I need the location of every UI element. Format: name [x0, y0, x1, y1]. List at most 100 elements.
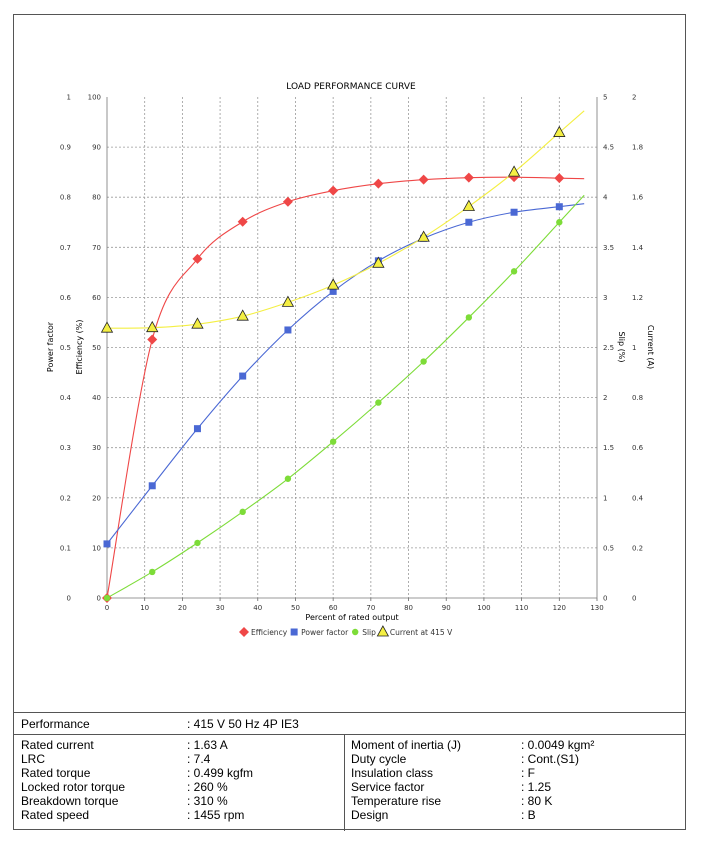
chart-title: LOAD PERFORMANCE CURVE: [286, 82, 416, 92]
performance-label: Performance: [21, 717, 90, 731]
current-at-415-v-legend-marker: [376, 625, 390, 637]
slip-tick-label: 0: [603, 595, 607, 603]
current-at-415-v-point: [326, 278, 340, 290]
x-tick-label: 100: [477, 604, 490, 612]
current-tick-label: 1.8: [632, 144, 643, 152]
spec-label: Moment of inertia (J): [351, 738, 462, 752]
efficiency-tick-label: 100: [88, 94, 101, 102]
spec-label: Insulation class: [351, 766, 434, 780]
power-factor-tick-label: 0.2: [60, 494, 71, 502]
efficiency-legend-label: Efficiency: [251, 628, 288, 637]
spec-label: Rated current: [21, 738, 94, 752]
chart-legend: Efficiency Power factor Slip Current at 415…: [239, 625, 453, 637]
spec-value: : 310 %: [187, 794, 228, 808]
power-factor-tick-label: 0.1: [60, 544, 71, 552]
efficiency-point: [328, 185, 339, 196]
power-factor-point: [239, 372, 247, 380]
power-factor-axis-label: Power factor: [46, 321, 55, 372]
current-at-415-v-point: [146, 320, 159, 333]
current-tick-label: 1: [632, 344, 636, 352]
current-at-415-v-point: [417, 230, 430, 242]
efficiency-tick-label: 30: [92, 444, 101, 452]
power-factor-tick-label: 0.8: [60, 194, 71, 202]
efficiency-point: [282, 196, 293, 207]
current-at-415-v-point: [281, 295, 295, 307]
spec-column-divider: [344, 735, 345, 831]
slip-point: [420, 358, 427, 365]
power-factor-tick-label: 0.6: [60, 294, 72, 302]
slip-point: [329, 438, 337, 445]
efficiency-point: [147, 334, 158, 345]
spec-value: : 1.25: [521, 780, 552, 794]
x-tick-label: 0: [105, 604, 109, 612]
spec-value: : 260 %: [187, 780, 228, 794]
slip-point: [239, 508, 246, 516]
spec-label: Duty cycle: [351, 752, 407, 766]
spec-value: : Cont.(S1): [521, 752, 580, 766]
power-factor-point: [465, 218, 473, 226]
spec-table: Performance : 415 V 50 Hz 4P IE3 Rated c…: [13, 712, 686, 831]
efficiency-tick-label: 40: [92, 394, 101, 402]
slip-tick-label: 4: [603, 194, 608, 202]
performance-row: Performance : 415 V 50 Hz 4P IE3: [13, 713, 686, 735]
power-factor-tick-label: 0.5: [60, 344, 71, 352]
spec-label: Temperature rise: [351, 794, 442, 808]
efficiency-tick-label: 20: [92, 494, 101, 502]
power-factor-point: [329, 287, 337, 295]
slip-point: [465, 314, 473, 321]
power-factor-point: [555, 203, 563, 211]
current-tick-label: 2: [632, 94, 636, 102]
x-tick-label: 20: [178, 604, 187, 612]
chart-axes: 0 10 20 30 40 50 60 70 80 90 100 110 120 13000.10.20.…: [60, 94, 644, 613]
slip-legend-marker: [351, 628, 359, 636]
slip-point: [375, 399, 382, 406]
efficiency-legend-marker: [239, 627, 249, 637]
current-tick-label: 1.2: [632, 294, 643, 302]
slip-point: [103, 594, 111, 602]
slip-point: [284, 475, 292, 482]
x-tick-label: 130: [590, 604, 603, 612]
power-factor-tick-label: 0.4: [60, 394, 72, 402]
current-axis-label: Current (A): [646, 325, 655, 369]
x-tick-label: 10: [140, 604, 149, 612]
spec-value: : 1.63 A: [187, 738, 228, 752]
spec-value: : 0.0049 kgm²: [521, 738, 595, 752]
slip-tick-label: 2: [603, 394, 607, 402]
spec-value: : B: [521, 808, 536, 822]
efficiency-point: [373, 178, 384, 189]
x-tick-label: 110: [515, 604, 528, 612]
current-tick-label: 1.4: [632, 244, 644, 252]
current-tick-label: 1.6: [632, 194, 644, 202]
power-factor-point: [148, 482, 156, 490]
spec-value: : F: [521, 766, 535, 780]
spec-value: : 7.4: [187, 752, 211, 766]
current-tick-label: 0: [632, 595, 636, 603]
x-tick-label: 90: [442, 604, 451, 612]
power-factor-point: [193, 425, 201, 433]
efficiency-point: [554, 173, 565, 184]
current-at-415-v-point: [507, 165, 521, 177]
slip-tick-label: 4.5: [603, 144, 614, 152]
performance-value: : 415 V 50 Hz 4P IE3: [187, 717, 299, 731]
current-tick-label: 0.2: [632, 544, 643, 552]
slip-legend-label: Slip: [362, 628, 376, 637]
power-factor-point: [103, 540, 111, 548]
slip-tick-label: 5: [603, 94, 607, 102]
current-at-415-v-point: [372, 256, 385, 268]
spec-label: Rated torque: [21, 766, 91, 780]
power-factor-point: [284, 326, 292, 334]
spec-label: Locked rotor torque: [21, 780, 126, 794]
efficiency-tick-label: 90: [92, 144, 101, 152]
power-factor-legend-marker: [290, 628, 298, 636]
efficiency-point: [192, 253, 203, 264]
current-at-415-v-point: [100, 321, 114, 333]
x-axis-label: Percent of rated output: [305, 613, 398, 622]
slip-point: [510, 268, 518, 275]
slip-tick-label: 2.5: [603, 344, 614, 352]
spec-label: Design: [351, 808, 389, 822]
slip-point: [556, 219, 563, 226]
current-tick-label: 0.6: [632, 444, 644, 452]
x-tick-label: 60: [329, 604, 338, 612]
efficiency-point: [463, 172, 474, 183]
chart-grid: [107, 97, 597, 598]
